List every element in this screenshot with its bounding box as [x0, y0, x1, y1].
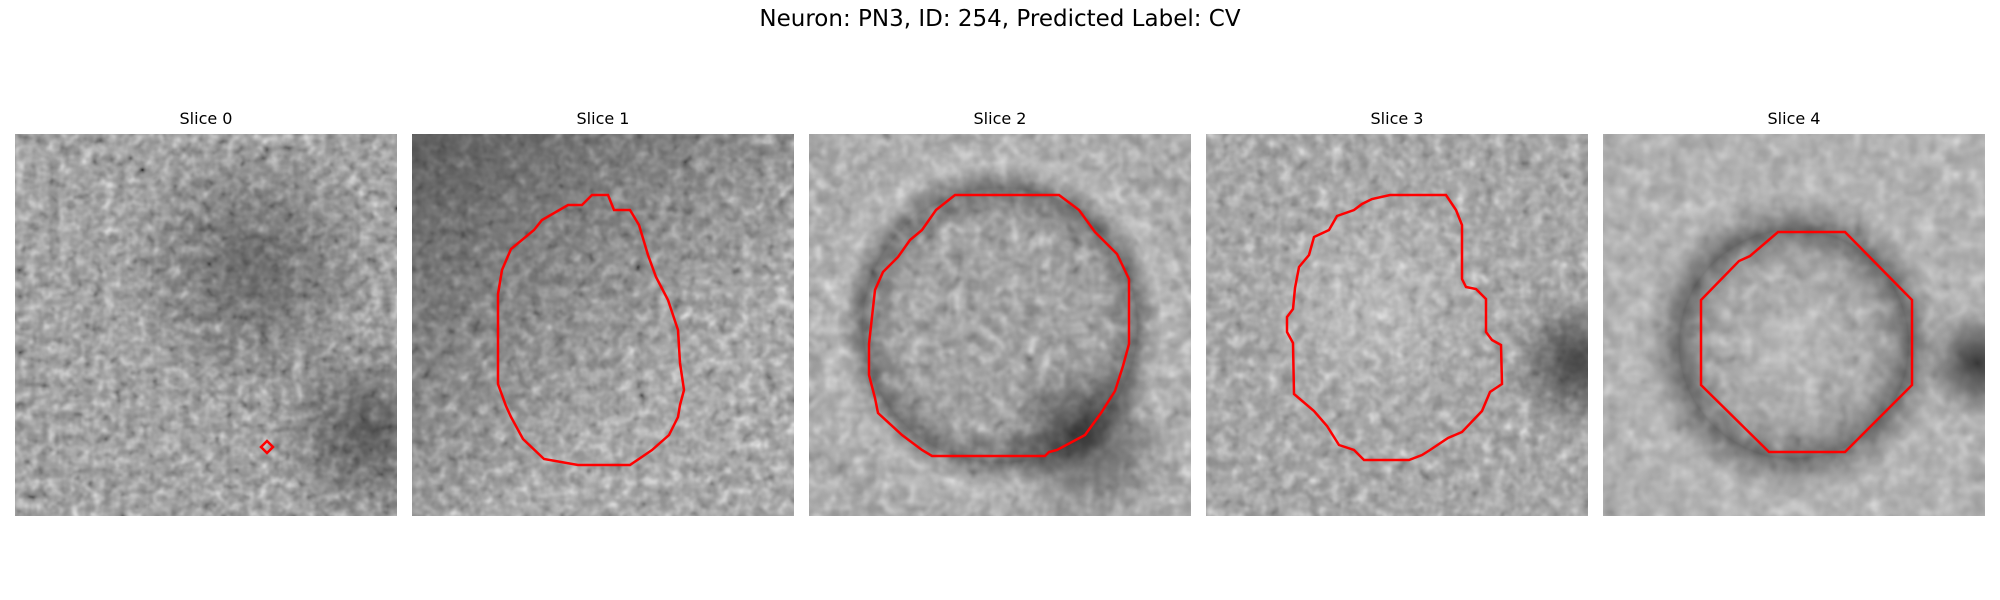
slice-title: Slice 4 [1767, 109, 1821, 128]
figure-title: Neuron: PN3, ID: 254, Predicted Label: C… [759, 6, 1241, 32]
slice-panel-3: Slice 3 [1206, 108, 1588, 516]
slice-image-1 [412, 134, 794, 516]
contour [867, 193, 1131, 458]
slice-title: Slice 2 [973, 109, 1027, 128]
slice-image-3 [1206, 134, 1588, 516]
slice-image-2 [809, 134, 1191, 516]
contour [1699, 230, 1914, 454]
slice-panel-4: Slice 4 [1603, 108, 1985, 516]
slice-title: Slice 3 [1370, 109, 1424, 128]
slice-image-4 [1603, 134, 1985, 516]
slice-image-0 [15, 134, 397, 516]
slice-panel-1: Slice 1 [412, 108, 794, 516]
slice-title: Slice 0 [179, 109, 233, 128]
contour [1285, 193, 1504, 462]
contour [496, 193, 686, 467]
slice-panel-0: Slice 0 [15, 108, 397, 516]
slice-title: Slice 1 [576, 109, 630, 128]
contour [259, 439, 275, 455]
slice-panel-2: Slice 2 [809, 108, 1191, 516]
